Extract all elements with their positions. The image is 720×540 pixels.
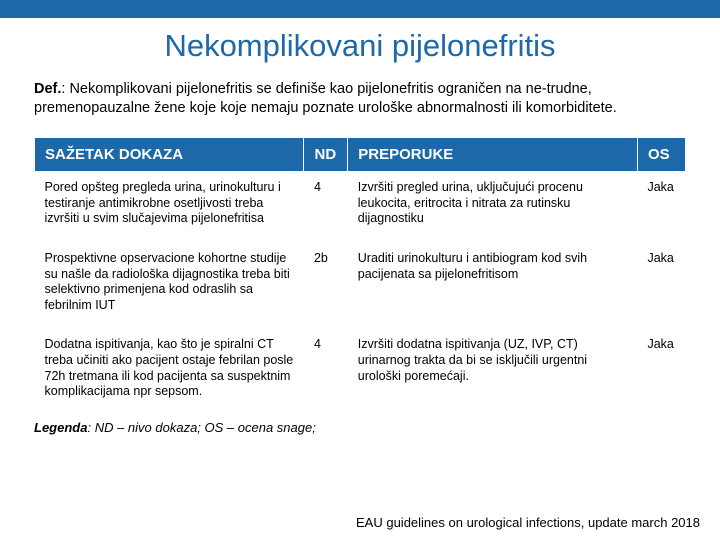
- header-rec: PREPORUKE: [348, 138, 638, 172]
- evidence-table: SAŽETAK DOKAZA ND PREPORUKE OS Pored opš…: [34, 137, 686, 416]
- cell-summary: Dodatna ispitivanja, kao što je spiralni…: [35, 329, 304, 416]
- legend-label: Legenda: [34, 420, 87, 435]
- legend-block: Legenda: ND – nivo dokaza; OS – ocena sn…: [0, 416, 720, 435]
- cell-os: Jaka: [637, 172, 685, 243]
- header-nd: ND: [304, 138, 348, 172]
- cell-nd: 4: [304, 329, 348, 416]
- cell-summary: Prospektivne opservacione kohortne studi…: [35, 243, 304, 330]
- definition-block: Def.: Nekomplikovani pijelonefritis se d…: [0, 80, 720, 131]
- cell-rec: Uraditi urinokulturu i antibiogram kod s…: [348, 243, 638, 330]
- definition-text: : Nekomplikovani pijelonefritis se defin…: [34, 81, 617, 116]
- header-os: OS: [637, 138, 685, 172]
- cell-summary: Pored opšteg pregleda urina, urinokultur…: [35, 172, 304, 243]
- cell-os: Jaka: [637, 329, 685, 416]
- legend-text: : ND – nivo dokaza; OS – ocena snage;: [87, 420, 315, 435]
- cell-nd: 2b: [304, 243, 348, 330]
- cell-rec: Izvršiti dodatna ispitivanja (UZ, IVP, C…: [348, 329, 638, 416]
- table-header-row: SAŽETAK DOKAZA ND PREPORUKE OS: [35, 138, 686, 172]
- definition-label: Def.: [34, 81, 61, 97]
- cell-rec: Izvršiti pregled urina, uključujući proc…: [348, 172, 638, 243]
- page-title: Nekomplikovani pijelonefritis: [0, 18, 720, 80]
- table-row: Prospektivne opservacione kohortne studi…: [35, 243, 686, 330]
- cell-os: Jaka: [637, 243, 685, 330]
- cell-nd: 4: [304, 172, 348, 243]
- source-citation: EAU guidelines on urological infections,…: [356, 515, 700, 530]
- table-row: Pored opšteg pregleda urina, urinokultur…: [35, 172, 686, 243]
- table-row: Dodatna ispitivanja, kao što je spiralni…: [35, 329, 686, 416]
- header-summary: SAŽETAK DOKAZA: [35, 138, 304, 172]
- top-accent-bar: [0, 0, 720, 18]
